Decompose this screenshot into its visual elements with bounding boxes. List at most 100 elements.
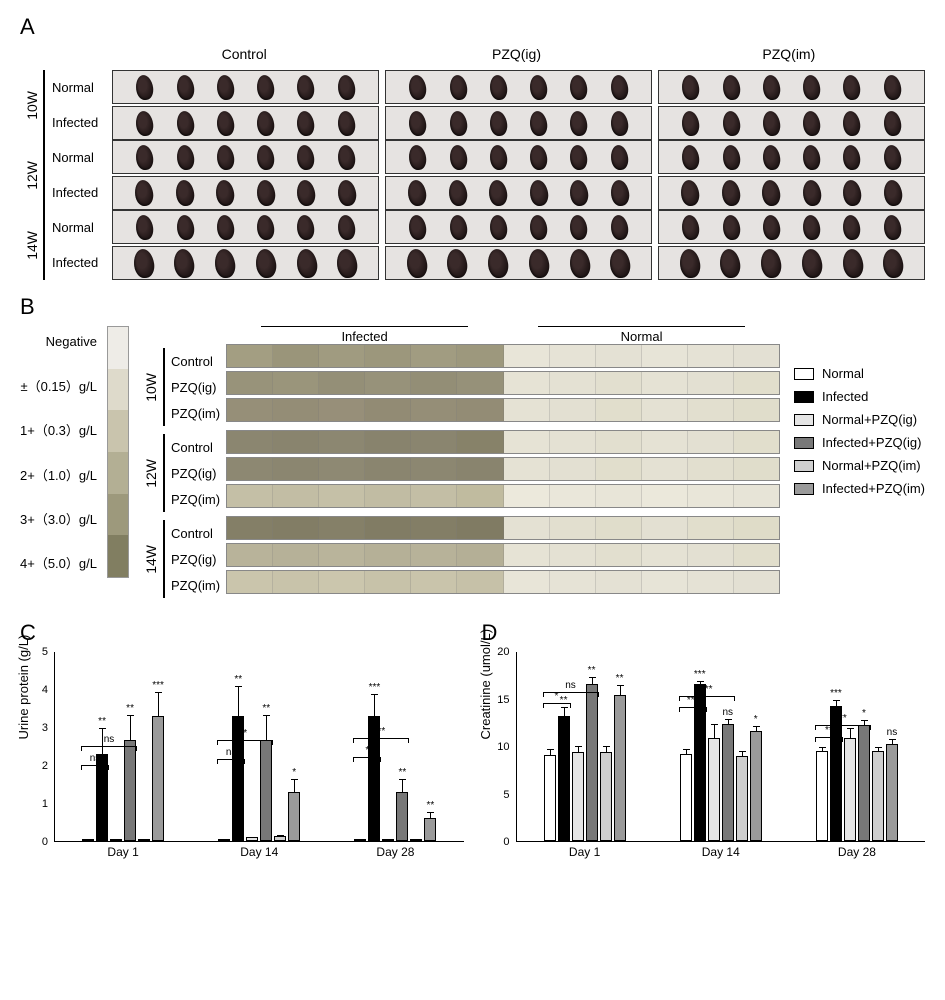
urine-cell xyxy=(365,544,411,566)
urine-cell xyxy=(550,431,596,453)
sig-mark: ** xyxy=(616,673,624,684)
sig-label: ns xyxy=(226,747,237,758)
y-axis-label: Creatinine (umol/L) xyxy=(478,629,493,740)
bar: ** xyxy=(96,754,108,841)
bar: ** xyxy=(614,695,626,841)
panel-a-grid: Control PZQ(ig) PZQ(im) 10WNormalInfecte… xyxy=(20,46,925,280)
urine-cell xyxy=(457,431,503,453)
urine-cell xyxy=(596,431,642,453)
treatment-header: Control xyxy=(108,46,380,62)
urine-cell xyxy=(734,372,779,394)
urine-cell xyxy=(734,517,779,539)
panel-c-label: C xyxy=(20,620,464,646)
scale-swatch xyxy=(108,327,128,369)
sig-mark: ** xyxy=(262,703,270,714)
bar xyxy=(138,839,150,841)
kidney-icon xyxy=(448,143,468,170)
sig-bracket xyxy=(815,737,843,738)
kidney-icon xyxy=(759,247,783,279)
urine-cell xyxy=(642,399,688,421)
treatment-label: Control xyxy=(171,526,220,541)
urine-cell xyxy=(411,345,457,367)
kidney-icon xyxy=(405,247,429,279)
urine-cell xyxy=(504,544,550,566)
scale-swatch xyxy=(108,494,128,536)
urine-cell xyxy=(457,544,503,566)
time-group: 10WNormalInfected xyxy=(20,70,925,140)
urine-cell xyxy=(273,431,319,453)
legend-swatch xyxy=(794,414,814,426)
bar xyxy=(680,754,692,841)
urine-cell xyxy=(550,458,596,480)
urine-cell xyxy=(319,399,365,421)
urine-cell xyxy=(457,372,503,394)
kidney-strip xyxy=(112,106,379,140)
kidney-icon xyxy=(842,143,862,170)
kidney-strip xyxy=(385,210,652,244)
kidney-icon xyxy=(296,143,316,170)
kidney-icon xyxy=(841,179,862,207)
legend-swatch xyxy=(794,483,814,495)
x-tick-label: Day 1 xyxy=(523,845,647,859)
sig-label: * xyxy=(243,728,247,739)
kidney-icon xyxy=(528,213,548,240)
legend: NormalInfectedNormal+PZQ(ig)Infected+PZQ… xyxy=(794,366,925,496)
urine-cell xyxy=(596,485,642,507)
scale-label: ±（0.15）g/L xyxy=(20,370,97,400)
legend-swatch xyxy=(794,460,814,472)
urine-cell xyxy=(273,372,319,394)
kidney-icon xyxy=(215,143,235,170)
y-tick: 20 xyxy=(497,646,509,658)
time-label: 10W xyxy=(143,373,159,402)
kidney-icon xyxy=(681,143,701,170)
scale-label: Negative xyxy=(20,326,97,356)
time-label: 14W xyxy=(24,231,40,260)
kidney-strip xyxy=(112,70,379,104)
bar-group: **********Day 28 xyxy=(333,716,457,841)
urine-cell xyxy=(734,571,779,593)
kidney-icon xyxy=(448,109,468,136)
bar xyxy=(82,839,94,841)
urine-cell xyxy=(550,517,596,539)
urine-cell xyxy=(642,372,688,394)
treatment-label: Control xyxy=(171,354,220,369)
bar xyxy=(354,839,366,841)
kidney-icon xyxy=(678,247,702,279)
urine-cell xyxy=(227,399,273,421)
kidney-icon xyxy=(720,179,741,207)
kidney-icon xyxy=(408,109,428,136)
y-tick: 3 xyxy=(42,722,48,734)
y-tick: 0 xyxy=(42,836,48,848)
kidney-icon xyxy=(408,143,428,170)
treatment-label: PZQ(ig) xyxy=(171,466,220,481)
urine-cell xyxy=(734,431,779,453)
urine-strip xyxy=(226,457,780,481)
urine-cell xyxy=(273,458,319,480)
urine-cell xyxy=(273,345,319,367)
kidney-icon xyxy=(609,109,629,136)
kidney-icon xyxy=(881,247,905,279)
legend-label: Infected+PZQ(ig) xyxy=(822,435,921,450)
urine-cell xyxy=(411,458,457,480)
kidney-icon xyxy=(609,143,629,170)
sig-mark: ** xyxy=(399,767,407,778)
bar xyxy=(218,839,230,841)
x-tick-label: Day 14 xyxy=(197,845,321,859)
kidney-icon xyxy=(174,179,195,207)
bar: ** xyxy=(586,684,598,841)
sig-bracket xyxy=(543,692,599,693)
urine-cell xyxy=(457,458,503,480)
kidney-icon xyxy=(488,179,509,207)
kidney-icon xyxy=(295,247,319,279)
urine-cell xyxy=(642,485,688,507)
scale-swatch xyxy=(108,535,128,577)
sig-bracket xyxy=(815,725,871,726)
sig-label: *** xyxy=(687,695,699,706)
urine-cell xyxy=(504,431,550,453)
kidney-icon xyxy=(488,143,508,170)
bar xyxy=(872,751,884,841)
sig-label: ns xyxy=(104,734,115,745)
urine-cell xyxy=(319,431,365,453)
y-tick: 5 xyxy=(42,646,48,658)
kidney-icon xyxy=(336,143,356,170)
